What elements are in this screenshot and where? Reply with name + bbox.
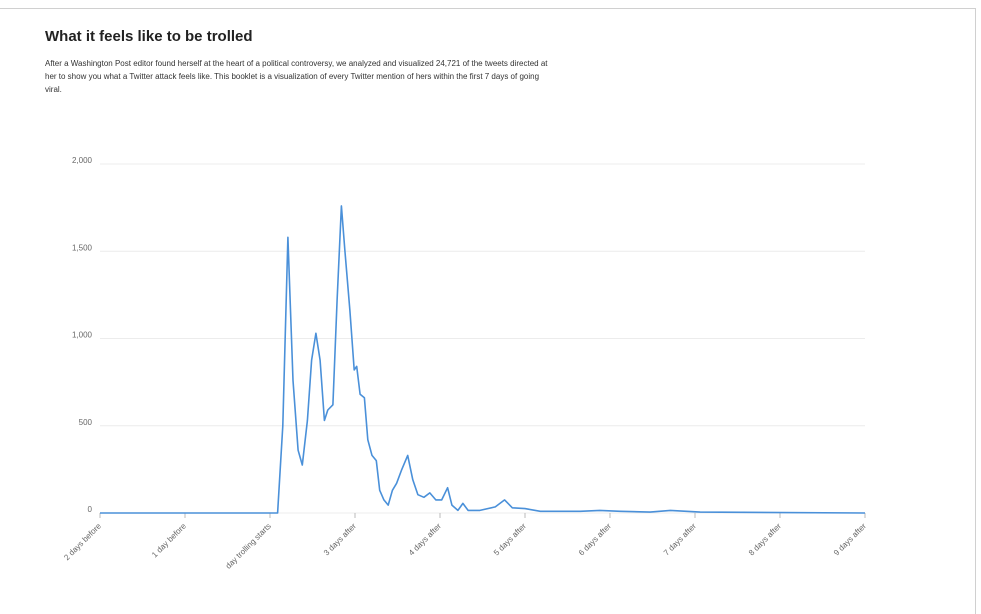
- x-tick-label: 9 days after: [832, 521, 868, 557]
- chart-title: What it feels like to be trolled: [45, 28, 253, 45]
- y-tick-label: 1,000: [72, 331, 93, 340]
- x-tick-label: 5 days after: [492, 521, 528, 557]
- y-tick-label: 500: [79, 418, 93, 427]
- y-tick-label: 1,500: [72, 243, 93, 252]
- x-tick-label: day trolling starts: [224, 522, 273, 571]
- x-tick-label: 2 days before: [62, 521, 103, 562]
- y-tick-label: 0: [88, 505, 93, 514]
- y-tick-label: 2,000: [72, 156, 93, 165]
- x-tick-label: 4 days after: [407, 521, 443, 557]
- x-tick-label: 1 day before: [150, 521, 188, 559]
- x-tick-label: 8 days after: [747, 521, 783, 557]
- x-tick-label: 7 days after: [662, 521, 698, 557]
- x-tick-label: 3 days after: [322, 521, 358, 557]
- frame: [0, 8, 976, 614]
- chart-subtitle: After a Washington Post editor found her…: [45, 59, 548, 94]
- line: [100, 205, 866, 514]
- x-tick-label: 6 days after: [577, 521, 613, 557]
